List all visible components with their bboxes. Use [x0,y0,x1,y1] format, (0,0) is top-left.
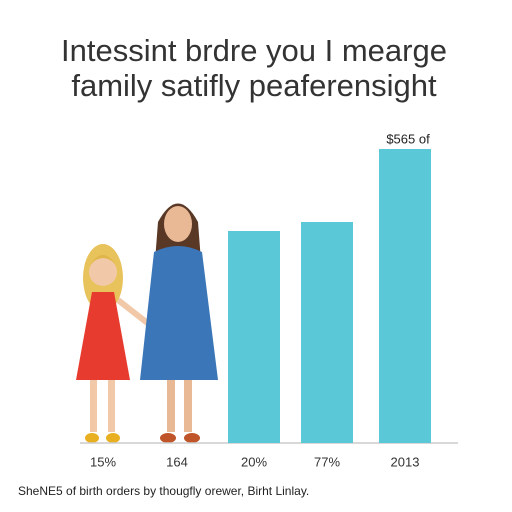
bar [301,222,353,443]
x-tick-label: 77% [314,454,340,469]
x-tick-label: 15% [90,454,116,469]
x-tick-label: 20% [241,454,267,469]
annotation: $565 of [386,131,430,146]
girl-illustration [76,244,152,443]
chart-title: family satifly peaferensight [71,68,437,103]
bar [379,149,431,443]
woman-illustration [140,203,218,443]
x-tick-label: 2013 [391,454,420,469]
caption: SheNE5 of birth orders by thougfly orewe… [18,484,309,498]
chart-title: Intessint brdre you I mearge [61,33,447,68]
x-tick-label: 164 [166,454,188,469]
bar [228,231,280,443]
